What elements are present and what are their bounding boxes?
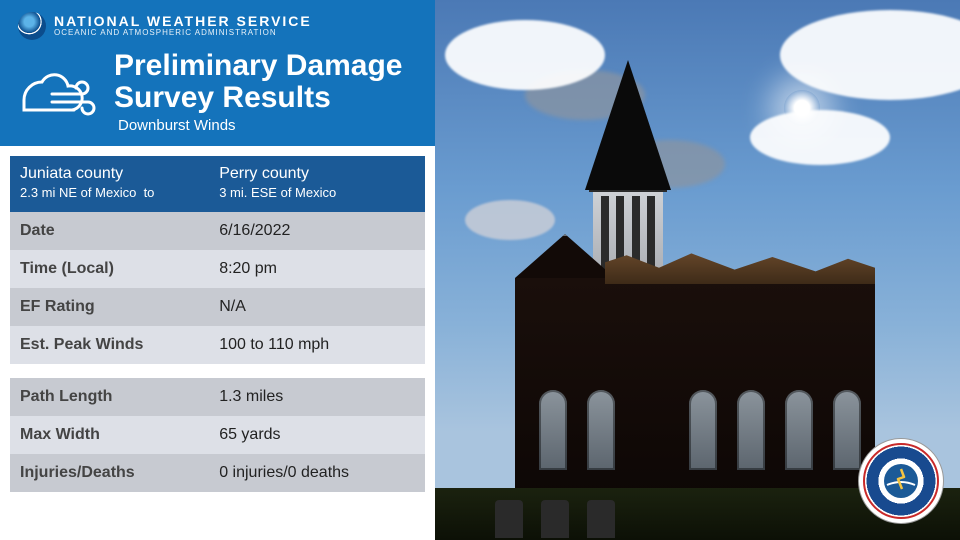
damage-photo	[435, 0, 960, 540]
table-row: EF RatingN/A	[10, 288, 425, 326]
table-row: Time (Local)8:20 pm	[10, 250, 425, 288]
table-row: Max Width65 yards	[10, 416, 425, 454]
to-county: Perry county	[219, 165, 309, 182]
row-value: N/A	[209, 288, 425, 326]
info-panel: NATIONAL WEATHER SERVICE OCEANIC AND ATM…	[0, 0, 435, 540]
row-value: 100 to 110 mph	[209, 326, 425, 364]
org-row: NATIONAL WEATHER SERVICE OCEANIC AND ATM…	[18, 12, 417, 40]
row-label: Path Length	[10, 378, 209, 416]
row-value: 6/16/2022	[209, 212, 425, 250]
data-table-wrap: Juniata county 2.3 mi NE of Mexico to Pe…	[0, 146, 435, 540]
row-value: 0 injuries/0 deaths	[209, 454, 425, 492]
org-name: NATIONAL WEATHER SERVICE	[54, 14, 312, 29]
row-label: Date	[10, 212, 209, 250]
data-table: Juniata county 2.3 mi NE of Mexico to Pe…	[10, 156, 425, 492]
title: Preliminary Damage Survey Results	[114, 50, 402, 113]
row-value: 1.3 miles	[209, 378, 425, 416]
noaa-logo-icon	[18, 12, 46, 40]
subtitle: Downburst Winds	[118, 117, 402, 134]
location-row: Juniata county 2.3 mi NE of Mexico to Pe…	[10, 156, 425, 212]
row-label: Est. Peak Winds	[10, 326, 209, 364]
table-row: Date6/16/2022	[10, 212, 425, 250]
wind-icon	[18, 56, 96, 118]
row-label: Max Width	[10, 416, 209, 454]
row-label: Injuries/Deaths	[10, 454, 209, 492]
table-row: Injuries/Deaths0 injuries/0 deaths	[10, 454, 425, 492]
row-label: Time (Local)	[10, 250, 209, 288]
header: NATIONAL WEATHER SERVICE OCEANIC AND ATM…	[0, 0, 435, 146]
row-value: 8:20 pm	[209, 250, 425, 288]
table-row: Path Length1.3 miles	[10, 378, 425, 416]
row-label: EF Rating	[10, 288, 209, 326]
org-subtitle: OCEANIC AND ATMOSPHERIC ADMINISTRATION	[54, 29, 312, 37]
table-row: Est. Peak Winds100 to 110 mph	[10, 326, 425, 364]
nws-seal-icon	[858, 438, 944, 524]
damaged-church	[515, 278, 875, 498]
church-steeple	[585, 60, 671, 280]
from-county: Juniata county	[20, 165, 123, 182]
row-value: 65 yards	[209, 416, 425, 454]
